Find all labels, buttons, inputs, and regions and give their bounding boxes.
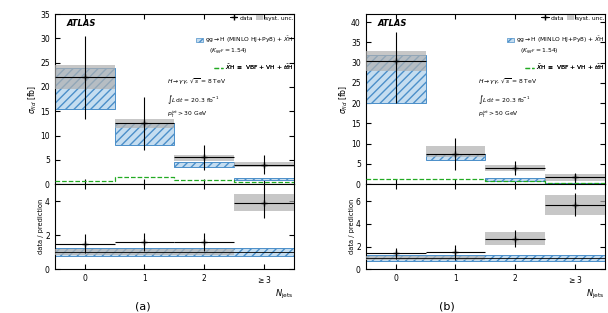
Text: $\int L\,\mathrm{d}t$ = 20.3 fb$^{-1}$: $\int L\,\mathrm{d}t$ = 20.3 fb$^{-1}$ [167, 93, 220, 106]
Text: (b): (b) [439, 302, 455, 312]
Bar [485, 165, 545, 171]
Text: $H\to\gamma\gamma$, $\sqrt{s}$ = 8 TeV: $H\to\gamma\gamma$, $\sqrt{s}$ = 8 TeV [167, 77, 226, 87]
Bar [545, 174, 605, 181]
Text: ATLAS: ATLAS [67, 19, 96, 28]
Bar [174, 162, 234, 167]
Bar [55, 65, 114, 90]
Bar [234, 162, 294, 167]
Bar [174, 155, 234, 161]
Bar [545, 196, 605, 215]
Text: $(K_{ggF} = 1.54)$: $(K_{ggF} = 1.54)$ [520, 47, 559, 58]
Bar [545, 182, 605, 184]
Text: $N_\mathrm{jets}$: $N_\mathrm{jets}$ [275, 288, 294, 301]
Bar [426, 146, 485, 156]
Text: $H\to\gamma\gamma$, $\sqrt{s}$ = 8 TeV: $H\to\gamma\gamma$, $\sqrt{s}$ = 8 TeV [478, 77, 537, 87]
Bar [366, 54, 426, 103]
Text: $p_\mathrm{T}^{jet} > 30$ GeV: $p_\mathrm{T}^{jet} > 30$ GeV [167, 109, 208, 120]
Legend: $\bar{X}$H $\equiv$ VBF + VH + $t\bar{t}$H: $\bar{X}$H $\equiv$ VBF + VH + $t\bar{t}… [525, 63, 604, 72]
Bar [485, 178, 545, 181]
Bar [114, 119, 174, 128]
Bar [234, 178, 294, 180]
Bar [485, 232, 545, 245]
Text: ATLAS: ATLAS [378, 19, 407, 28]
Legend: $\bar{X}$H $\equiv$ VBF + VH + $t\bar{t}$H: $\bar{X}$H $\equiv$ VBF + VH + $t\bar{t}… [214, 63, 294, 72]
Bar [366, 255, 605, 261]
Bar [114, 123, 174, 145]
Text: $p_\mathrm{T}^{jet} > 50$ GeV: $p_\mathrm{T}^{jet} > 50$ GeV [478, 109, 519, 120]
Y-axis label: $\sigma_{fid}$ [fb]: $\sigma_{fid}$ [fb] [337, 85, 350, 114]
Bar [234, 194, 294, 211]
Text: $\int L\,\mathrm{d}t$ = 20.3 fb$^{-1}$: $\int L\,\mathrm{d}t$ = 20.3 fb$^{-1}$ [478, 93, 531, 106]
Y-axis label: $\sigma_{fid}$ [fb]: $\sigma_{fid}$ [fb] [26, 85, 39, 114]
Text: $N_\mathrm{jets}$: $N_\mathrm{jets}$ [586, 288, 605, 301]
Bar [55, 248, 294, 256]
Bar [55, 68, 114, 109]
Bar [366, 256, 426, 259]
Bar [366, 50, 426, 71]
Y-axis label: data / prediction: data / prediction [38, 199, 44, 254]
Text: $(K_{ggF} = 1.54)$: $(K_{ggF} = 1.54)$ [209, 47, 247, 58]
Bar [426, 256, 485, 259]
Bar [426, 154, 485, 160]
Y-axis label: data / prediction: data / prediction [348, 199, 354, 254]
Bar [55, 249, 234, 255]
Text: (a): (a) [135, 302, 151, 312]
